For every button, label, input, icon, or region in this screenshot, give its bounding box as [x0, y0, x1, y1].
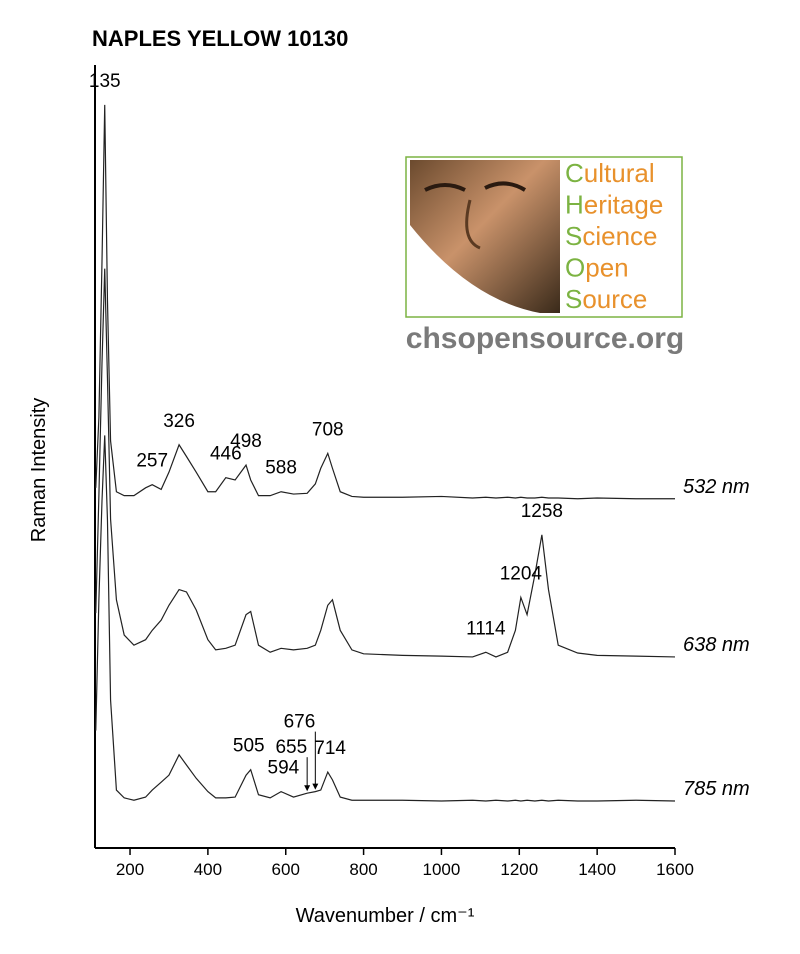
peak-label: 326 — [163, 411, 195, 432]
peak-label: 257 — [136, 451, 168, 472]
logo-rest: eritage — [584, 190, 664, 220]
series-label: 532 nm — [683, 476, 750, 498]
logo-initial: S — [565, 284, 582, 314]
peak-label: 446 — [210, 444, 242, 465]
x-tick-label: 200 — [116, 860, 144, 879]
logo-nose — [465, 199, 481, 250]
peak-label: 498 — [230, 431, 262, 452]
x-tick-label: 800 — [349, 860, 377, 879]
x-tick-label: 400 — [194, 860, 222, 879]
x-tick-label: 1200 — [500, 860, 538, 879]
peak-label: 714 — [314, 738, 346, 759]
series-label: 785 nm — [683, 778, 750, 800]
peak-label: 1204 — [500, 563, 543, 584]
logo-rest: pen — [585, 253, 628, 283]
logo-line: Source — [565, 284, 647, 314]
peak-label: 135 — [89, 71, 121, 92]
peak-label: 655 — [275, 737, 307, 758]
peak-label: 594 — [268, 758, 300, 779]
peak-label: 505 — [233, 736, 265, 757]
logo-rest: ultural — [584, 158, 655, 188]
peak-label: 1114 — [466, 618, 506, 639]
logo — [405, 156, 683, 318]
spectrum-line — [95, 268, 676, 658]
logo-line: Open — [565, 253, 629, 283]
logo-line: Science — [565, 221, 658, 251]
peak-label: 1258 — [521, 501, 563, 522]
y-axis-label: Raman Intensity — [28, 398, 50, 543]
chart-title: NAPLES YELLOW 10130 — [92, 26, 348, 51]
peak-arrowhead — [312, 783, 319, 790]
logo-initial: C — [565, 158, 584, 188]
spectrum-line — [95, 435, 676, 802]
x-tick-label: 1600 — [656, 860, 694, 879]
x-tick-label: 1000 — [423, 860, 461, 879]
logo-line: Heritage — [565, 190, 663, 220]
peak-label: 708 — [312, 419, 344, 440]
logo-line: Cultural — [565, 158, 655, 188]
peak-label: 676 — [284, 712, 316, 733]
logo-initial: S — [565, 221, 582, 251]
logo-rest: cience — [582, 221, 657, 251]
peak-arrowhead — [304, 785, 311, 792]
logo-eye — [424, 183, 466, 192]
logo-url: chsopensource.org — [406, 322, 684, 355]
x-tick-label: 600 — [272, 860, 300, 879]
series-label: 638 nm — [683, 634, 750, 656]
logo-rest: ource — [582, 284, 647, 314]
logo-initial: O — [565, 253, 585, 283]
logo-initial: H — [565, 190, 584, 220]
spectrum-line — [95, 104, 675, 500]
x-axis-label: Wavenumber / cm⁻¹ — [296, 905, 475, 927]
x-tick-label: 1400 — [578, 860, 616, 879]
peak-label: 588 — [265, 458, 297, 479]
logo-page-curl — [410, 225, 540, 313]
logo-eye — [484, 181, 527, 192]
